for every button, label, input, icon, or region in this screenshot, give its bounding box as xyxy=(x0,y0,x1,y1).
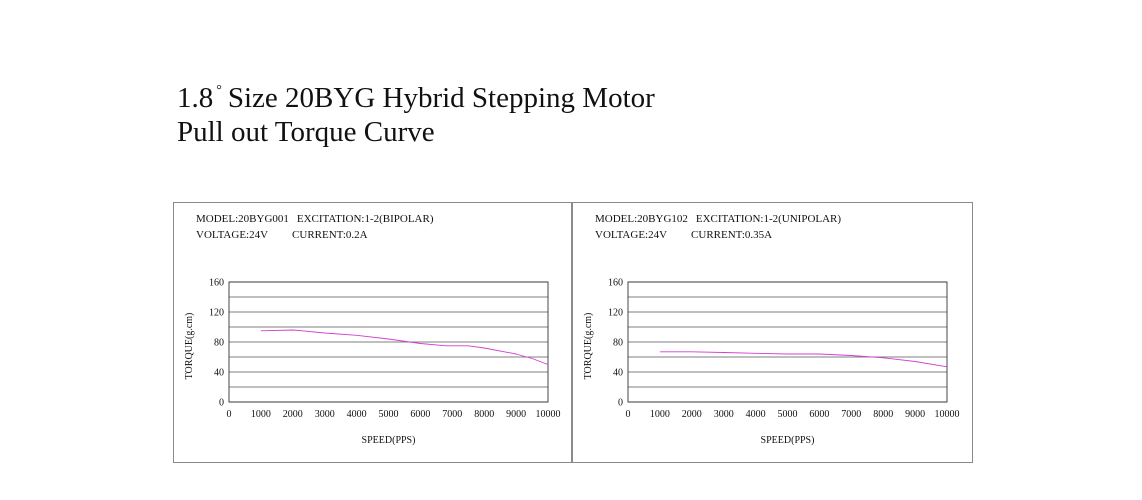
x-tick-label: 3000 xyxy=(714,409,734,420)
y-axis-label: TORQUE(g.cm) xyxy=(583,313,594,380)
torque-curve xyxy=(659,351,948,368)
y-tick-label: 40 xyxy=(214,368,224,379)
x-tick-label: 4000 xyxy=(746,409,766,420)
y-tick-label: 40 xyxy=(613,368,623,379)
chart-panel-bipolar: MODEL:20BYG001 EXCITATION:1-2(BIPOLAR) VO… xyxy=(173,202,572,463)
chart-info-row2: VOLTAGE:24V CURRENT:0.35A xyxy=(595,229,772,242)
y-tick-label: 0 xyxy=(618,398,623,409)
model-label: MODEL:20BYG102 xyxy=(595,213,688,225)
y-tick-label: 120 xyxy=(209,308,224,319)
y-tick-label: 120 xyxy=(608,308,623,319)
title-angle: 1.8 xyxy=(177,82,214,114)
x-tick-label: 5000 xyxy=(379,409,399,420)
torque-chart-bipolar: 0 40 80 120 160 0 1000 2000 3000 4000 5000 6000 7000… xyxy=(184,278,561,447)
x-tick-label: 0 xyxy=(227,409,232,420)
title-rest: Size 20BYG Hybrid Stepping Motor xyxy=(227,82,655,114)
voltage-label: VOLTAGE:24V xyxy=(196,229,269,241)
x-axis-label: SPEED(PPS) xyxy=(761,435,815,446)
x-tick-label: 4000 xyxy=(347,409,367,420)
x-tick-label: 7000 xyxy=(841,409,861,420)
x-tick-label: 2000 xyxy=(283,409,303,420)
model-label: MODEL:20BYG001 xyxy=(196,213,289,225)
x-tick-label: 9000 xyxy=(905,409,925,420)
title-line-1: 1.8 ° Size 20BYG Hybrid Stepping Motor xyxy=(177,74,655,115)
chart-info-row1: MODEL:20BYG102 EXCITATION:1-2(UNIPOLAR) xyxy=(595,213,841,226)
page-title: 1.8 ° Size 20BYG Hybrid Stepping Motor Pul… xyxy=(177,74,655,149)
plot-frame xyxy=(627,281,948,403)
x-tick-label: 8000 xyxy=(873,409,893,420)
x-tick-label: 0 xyxy=(626,409,631,420)
x-tick-label: 3000 xyxy=(315,409,335,420)
x-tick-label: 1000 xyxy=(251,409,271,420)
x-tick-label: 10000 xyxy=(536,409,561,420)
y-tick-label: 160 xyxy=(209,278,224,289)
x-tick-label: 5000 xyxy=(778,409,798,420)
excitation-label: EXCITATION:1-2(UNIPOLAR) xyxy=(695,213,842,225)
y-tick-label: 160 xyxy=(608,278,623,289)
title-line-2: Pull out Torque Curve xyxy=(177,116,435,148)
x-tick-label: 6000 xyxy=(410,409,430,420)
chart-panel-unipolar: MODEL:20BYG102 EXCITATION:1-2(UNIPOLAR) V… xyxy=(572,202,973,463)
excitation-label: EXCITATION:1-2(BIPOLAR) xyxy=(296,213,434,225)
x-tick-label: 8000 xyxy=(474,409,494,420)
current-label: CURRENT:0.35A xyxy=(691,229,773,241)
degree-mark: ° xyxy=(216,83,222,98)
y-tick-label: 0 xyxy=(219,398,224,409)
torque-chart-unipolar: 0 40 80 120 160 0 1000 2000 3000 4000 5000 6000 7000… xyxy=(583,278,960,447)
torque-curve xyxy=(260,329,549,365)
chart-info-row1: MODEL:20BYG001 EXCITATION:1-2(BIPOLAR) xyxy=(196,213,434,226)
x-tick-label: 1000 xyxy=(650,409,670,420)
plot-frame xyxy=(228,281,549,403)
y-tick-label: 80 xyxy=(214,338,224,349)
current-label: CURRENT:0.2A xyxy=(292,229,368,241)
x-tick-label: 7000 xyxy=(442,409,462,420)
x-tick-label: 2000 xyxy=(682,409,702,420)
x-tick-label: 6000 xyxy=(809,409,829,420)
voltage-label: VOLTAGE:24V xyxy=(595,229,668,241)
chart-info-row2: VOLTAGE:24V CURRENT:0.2A xyxy=(196,229,368,242)
y-tick-label: 80 xyxy=(613,338,623,349)
x-axis-label: SPEED(PPS) xyxy=(362,435,416,446)
x-tick-label: 10000 xyxy=(935,409,960,420)
x-tick-label: 9000 xyxy=(506,409,526,420)
y-axis-label: TORQUE(g.cm) xyxy=(184,313,195,380)
